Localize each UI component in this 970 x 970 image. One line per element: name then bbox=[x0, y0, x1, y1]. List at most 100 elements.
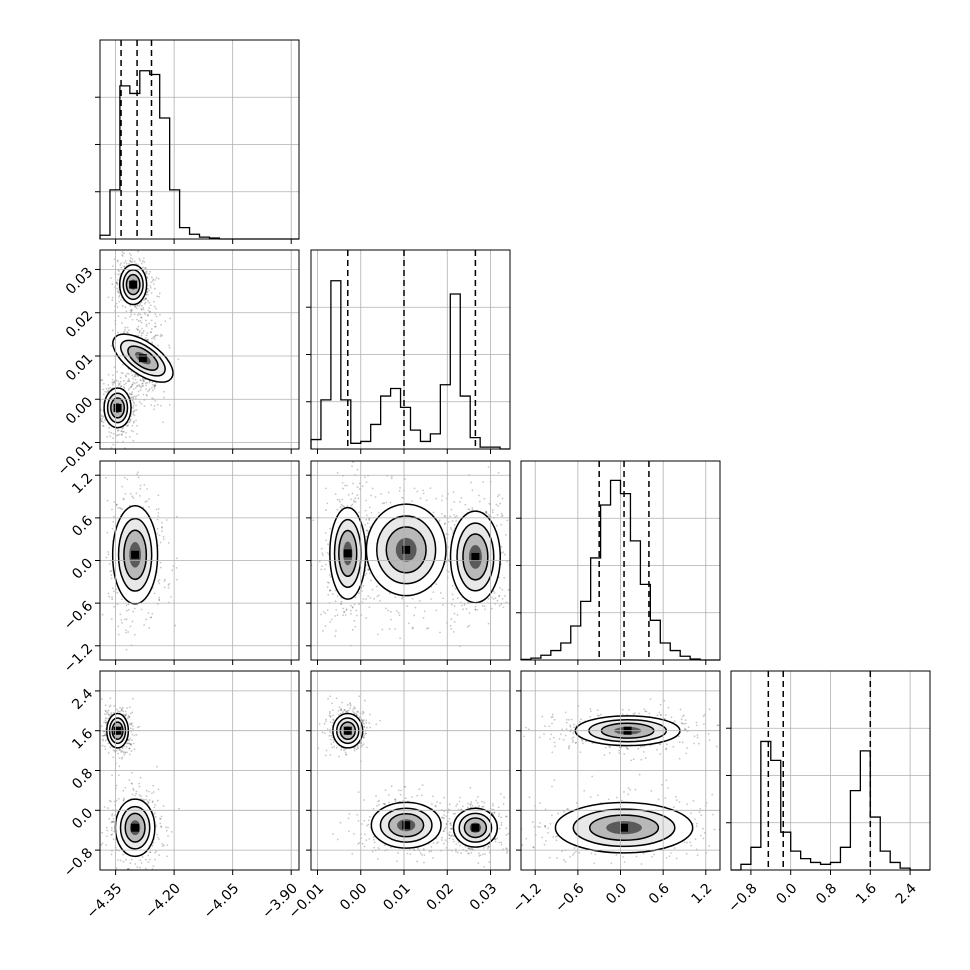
scatter-point bbox=[152, 383, 154, 386]
scatter-point bbox=[421, 784, 424, 786]
scatter-point bbox=[459, 844, 461, 847]
scatter-point bbox=[104, 419, 107, 421]
scatter-point bbox=[116, 282, 119, 285]
scatter-point bbox=[137, 325, 140, 328]
scatter-point bbox=[484, 852, 486, 855]
scatter-point bbox=[349, 702, 352, 704]
scatter-point bbox=[468, 612, 471, 615]
scatter-point bbox=[146, 338, 149, 341]
scatter-point bbox=[113, 830, 116, 833]
scatter-point bbox=[445, 560, 448, 563]
scatter-point bbox=[145, 272, 148, 275]
scatter-point bbox=[504, 533, 507, 536]
scatter-point bbox=[467, 508, 470, 510]
scatter-point bbox=[133, 734, 136, 737]
scatter-point bbox=[134, 863, 137, 865]
scatter-point bbox=[499, 502, 502, 505]
scatter-point bbox=[373, 597, 376, 600]
scatter-point bbox=[117, 380, 120, 383]
scatter-point bbox=[342, 614, 344, 617]
scatter-point bbox=[140, 308, 143, 311]
scatter-point bbox=[157, 508, 160, 510]
scatter-point bbox=[378, 594, 380, 597]
scatter-point bbox=[329, 527, 332, 530]
scatter-point bbox=[167, 584, 170, 586]
scatter-point bbox=[152, 278, 155, 281]
scatter-point bbox=[356, 468, 359, 471]
scatter-point bbox=[358, 716, 361, 719]
scatter-point bbox=[112, 432, 115, 435]
scatter-point bbox=[430, 845, 433, 848]
scatter-point bbox=[366, 824, 368, 827]
scatter-point bbox=[107, 553, 110, 556]
scatter-point bbox=[347, 493, 350, 496]
scatter-point bbox=[122, 710, 125, 713]
scatter-point bbox=[329, 738, 332, 741]
scatter-point bbox=[456, 803, 459, 806]
scatter-point bbox=[158, 598, 161, 601]
scatter-point bbox=[443, 830, 446, 833]
scatter-point bbox=[419, 852, 422, 855]
scatter-point bbox=[492, 590, 495, 593]
scatter-point bbox=[451, 593, 454, 596]
scatter-point bbox=[120, 757, 123, 760]
scatter-point bbox=[128, 742, 131, 745]
scatter-point bbox=[153, 385, 156, 387]
scatter-point bbox=[425, 499, 428, 502]
scatter-point bbox=[112, 374, 114, 376]
scatter-point bbox=[407, 622, 410, 625]
scatter-point bbox=[100, 843, 103, 846]
scatter-point bbox=[168, 344, 170, 347]
scatter-point bbox=[127, 331, 129, 334]
scatter-point bbox=[104, 739, 107, 742]
scatter-point bbox=[380, 492, 383, 495]
scatter-point bbox=[157, 836, 159, 839]
scatter-point bbox=[103, 730, 105, 733]
scatter-point bbox=[497, 471, 500, 474]
scatter-panel-0-3 bbox=[100, 697, 180, 870]
scatter-point bbox=[121, 750, 124, 753]
scatter-point bbox=[332, 719, 335, 721]
scatter-point bbox=[131, 383, 134, 386]
scatter-point bbox=[95, 409, 97, 411]
scatter-point bbox=[100, 379, 103, 381]
scatter-point bbox=[113, 366, 116, 368]
scatter-point bbox=[149, 304, 152, 307]
scatter-point bbox=[118, 757, 121, 759]
scatter-point bbox=[171, 569, 174, 572]
scatter-point bbox=[120, 430, 123, 433]
scatter-point bbox=[144, 267, 147, 270]
scatter-point bbox=[137, 328, 139, 331]
scatter-point bbox=[131, 793, 134, 796]
scatter-frame-0-3 bbox=[99, 670, 300, 871]
scatter-point bbox=[318, 722, 321, 725]
scatter-point bbox=[126, 868, 129, 870]
scatter-point bbox=[340, 600, 343, 603]
density-peak bbox=[131, 823, 140, 832]
scatter-point bbox=[367, 595, 370, 598]
scatter-point bbox=[154, 384, 156, 386]
scatter-point bbox=[137, 334, 140, 337]
scatter-point bbox=[399, 486, 401, 489]
scatter-point bbox=[130, 858, 133, 861]
density-peak bbox=[343, 549, 352, 558]
scatter-point bbox=[351, 492, 354, 495]
scatter-point bbox=[341, 701, 343, 704]
scatter-point bbox=[116, 260, 119, 263]
scatter-point bbox=[449, 515, 451, 518]
scatter-point bbox=[462, 608, 464, 611]
scatter-point bbox=[105, 477, 107, 479]
scatter-point bbox=[394, 628, 397, 630]
scatter-point bbox=[350, 604, 352, 607]
scatter-point bbox=[129, 418, 132, 421]
scatter-point bbox=[133, 382, 136, 385]
scatter-point bbox=[124, 710, 127, 713]
scatter-point bbox=[367, 819, 370, 822]
scatter-point bbox=[153, 385, 156, 388]
scatter-point bbox=[102, 425, 105, 428]
scatter-point bbox=[102, 734, 105, 737]
scatter-point bbox=[448, 571, 450, 573]
scatter-point bbox=[358, 511, 360, 514]
scatter-point bbox=[146, 390, 149, 393]
